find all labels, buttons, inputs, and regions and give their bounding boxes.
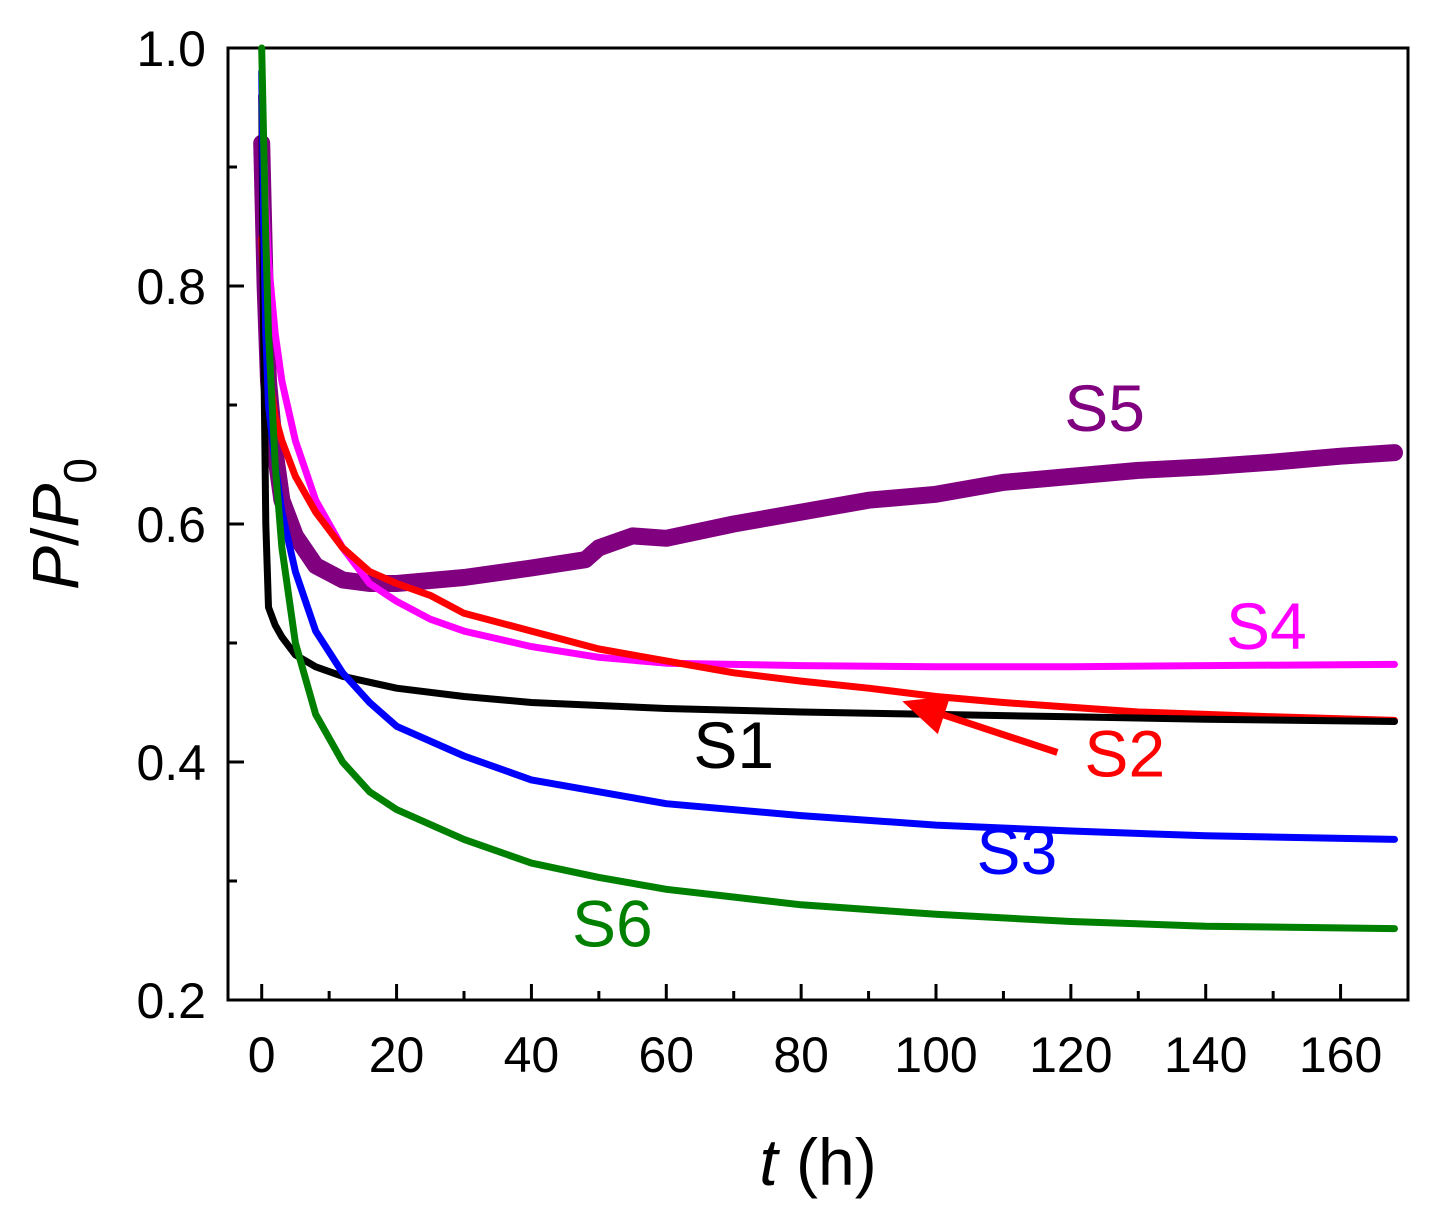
x-tick-label-140: 140 [1164,1027,1247,1083]
y-axis-numerator: P [18,546,92,590]
y-axis-title: P/P0 [18,458,106,590]
plot-frame [226,46,1410,1002]
series-label-s4: S4 [1226,589,1307,663]
series-line-s3 [258,68,1398,843]
y-tick-label-0.6: 0.6 [136,497,206,553]
x-axis-variable: t [759,1125,780,1199]
labels-layer: S1 S2 S3 S4 S5 S6 [572,371,1307,960]
ticks-layer: 0 20 40 60 80 100 120 140 160 0.2 0.4 0.6 0.8 1.0 [136,21,1382,1083]
x-tick-label-120: 120 [1029,1027,1112,1083]
y-tick-label-0.8: 0.8 [136,259,206,315]
x-tick-label-60: 60 [638,1027,694,1083]
series-label-s6: S6 [572,886,653,960]
series-line-s2 [258,234,1398,724]
series-label-s5: S5 [1064,371,1145,445]
x-tick-label-0: 0 [248,1027,276,1083]
series-label-s1: S1 [693,708,774,782]
series-line-s5 [253,134,1403,592]
y-axis-denominator: P [18,484,92,528]
x-axis-unit: (h) [778,1125,877,1199]
series-line-s6 [258,44,1398,933]
y-axis-subscript: 0 [54,458,106,484]
x-tick-label-80: 80 [773,1027,829,1083]
series-layer [253,44,1403,933]
series-label-s3: S3 [977,814,1058,888]
series-line-s4 [258,92,1398,671]
series-line-s1 [258,92,1398,725]
y-tick-label-0.4: 0.4 [136,735,206,791]
series-label-s2: S2 [1084,716,1165,790]
x-tick-label-20: 20 [369,1027,425,1083]
arrow-shaft [942,711,1059,756]
y-axis-slash: / [18,527,92,546]
y-tick-label-1: 1.0 [136,21,206,77]
y-tick-label-0.2: 0.2 [136,973,206,1029]
x-tick-label-100: 100 [894,1027,977,1083]
x-tick-label-160: 160 [1299,1027,1382,1083]
x-tick-label-40: 40 [504,1027,560,1083]
x-axis-title: t (h) [759,1125,876,1199]
arrow-head [902,696,951,735]
